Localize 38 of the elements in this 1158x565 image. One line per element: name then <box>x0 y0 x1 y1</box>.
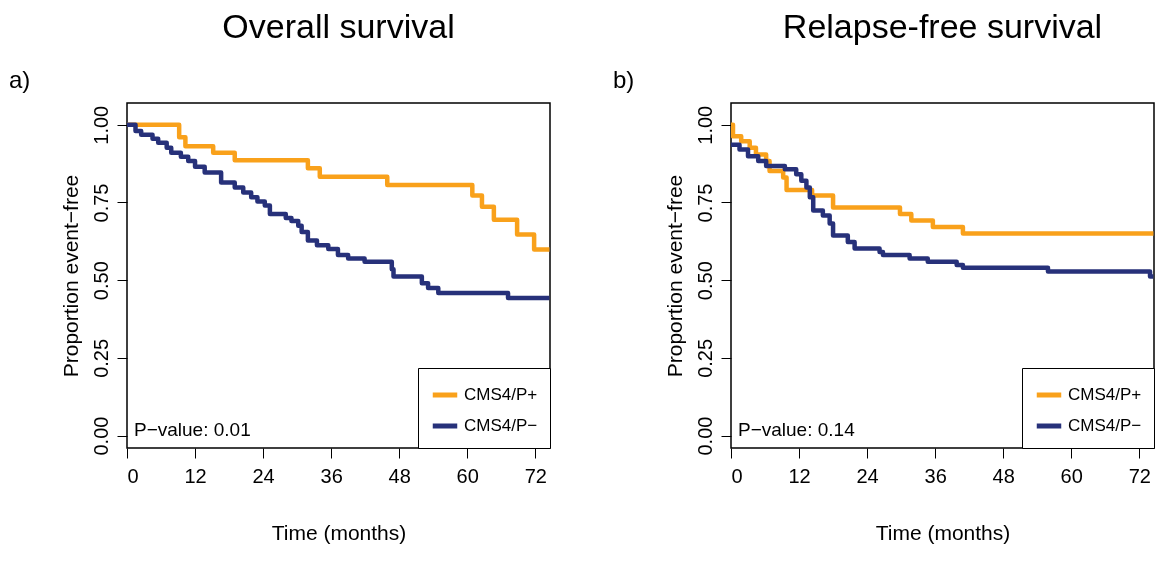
x-tick-label: 60 <box>1060 464 1083 487</box>
x-axis-title: Time (months) <box>875 520 1011 544</box>
annotation: P−value: 0.14 <box>738 419 856 440</box>
x-tick-label: 72 <box>524 464 547 487</box>
y-tick-label: 0.50 <box>693 261 716 301</box>
x-tick-label: 48 <box>992 464 1015 487</box>
y-tick-label: 0.50 <box>89 261 112 301</box>
x-tick-label: 24 <box>856 464 879 487</box>
x-tick-label: 72 <box>1128 464 1151 487</box>
x-tick-label: 0 <box>731 464 743 487</box>
y-tick-label: 0.25 <box>89 338 112 378</box>
y-tick-label: 0.00 <box>693 416 716 456</box>
y-tick-label: 0.00 <box>89 416 112 456</box>
legend-label: CMS4/P− <box>464 416 538 435</box>
y-axis-title: Proportion event−free <box>662 174 686 378</box>
text: a) <box>9 66 31 93</box>
y-tick-label: 0.75 <box>89 183 112 223</box>
annotation: P−value: 0.01 <box>134 419 251 440</box>
legend-label: CMS4/P− <box>1068 416 1142 435</box>
legend-label: CMS4/P+ <box>464 385 538 404</box>
x-tick-label: 24 <box>252 464 275 487</box>
y-tick-label: 0.25 <box>693 338 716 378</box>
x-tick-label: 12 <box>184 464 207 487</box>
x-tick-label: 0 <box>127 464 139 487</box>
x-tick-label: 36 <box>320 464 343 487</box>
legend-label: CMS4/P+ <box>1068 385 1142 404</box>
text: b) <box>613 66 635 93</box>
chart-title: Overall survival <box>222 7 455 45</box>
chart-title: Relapse-free survival <box>782 7 1103 45</box>
x-tick-label: 48 <box>388 464 411 487</box>
y-tick-label: 0.75 <box>693 183 716 223</box>
x-axis-title: Time (months) <box>271 520 407 544</box>
x-tick-label: 60 <box>456 464 479 487</box>
y-tick-label: 1.00 <box>89 105 112 145</box>
x-tick-label: 12 <box>788 464 811 487</box>
y-axis-title: Proportion event−free <box>58 174 82 378</box>
x-tick-label: 36 <box>924 464 947 487</box>
y-tick-label: 1.00 <box>693 105 716 145</box>
